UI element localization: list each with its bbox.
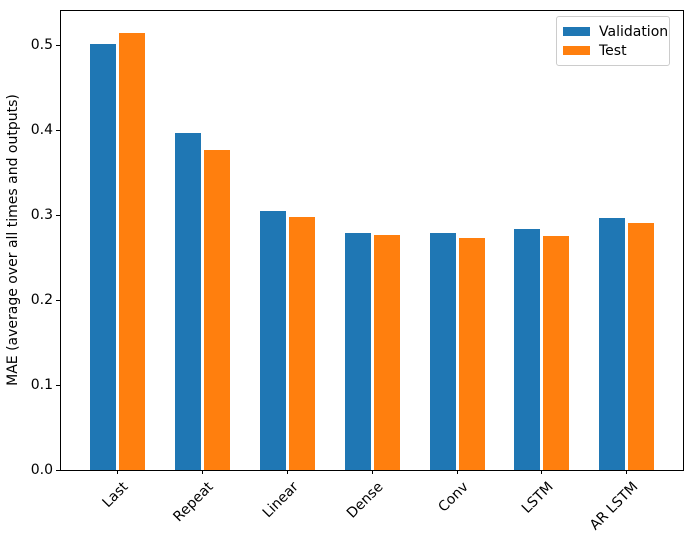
legend-item-validation: Validation	[563, 22, 668, 41]
legend: Validation Test	[556, 16, 670, 66]
x-tick-mark	[201, 470, 203, 474]
bar-test-repeat	[203, 150, 230, 470]
bar-validation-linear	[259, 211, 286, 470]
bar-validation-repeat	[174, 133, 201, 470]
bar-test-conv	[458, 238, 485, 470]
x-tick-mark	[286, 470, 288, 474]
x-tick-mark	[456, 470, 458, 474]
x-tick-mark	[626, 470, 628, 474]
bar-test-lstm	[543, 236, 570, 470]
legend-label-test: Test	[599, 42, 627, 59]
bar-test-linear	[288, 217, 315, 470]
bar-test-last	[118, 33, 145, 470]
bar-validation-lstm	[514, 229, 541, 470]
x-tick-label: Repeat	[170, 479, 217, 526]
bar-validation-conv	[429, 233, 456, 470]
x-tick-label: Dense	[343, 479, 387, 522]
y-axis-label: MAE (average over all times and outputs)	[5, 94, 21, 386]
y-tick-mark	[56, 214, 60, 216]
legend-label-validation: Validation	[599, 23, 669, 40]
bar-validation-last	[89, 44, 116, 470]
bar-validation-dense	[344, 233, 371, 470]
x-tick-label: Last	[99, 479, 132, 511]
x-tick-mark	[541, 470, 543, 474]
y-tick-mark	[56, 129, 60, 131]
y-tick-label: 0.3	[30, 207, 53, 223]
y-tick-mark	[56, 384, 60, 386]
x-tick-mark	[116, 470, 118, 474]
y-tick-mark	[56, 299, 60, 301]
plot-area	[60, 10, 684, 471]
y-tick-mark	[56, 469, 60, 471]
y-tick-label: 0.1	[30, 377, 53, 393]
x-tick-label: AR LSTM	[586, 479, 642, 534]
legend-swatch-validation	[563, 27, 590, 36]
x-tick-label: Linear	[259, 479, 302, 522]
legend-swatch-test	[563, 46, 590, 55]
x-tick-mark	[371, 470, 373, 474]
bar-validation-ar-lstm	[599, 218, 626, 470]
y-tick-label: 0.4	[30, 122, 53, 138]
x-tick-label: LSTM	[518, 479, 557, 517]
bar-test-dense	[373, 235, 400, 470]
legend-item-test: Test	[563, 41, 663, 60]
y-tick-label: 0.5	[30, 37, 53, 53]
y-tick-label: 0.0	[30, 462, 53, 478]
x-tick-label: Conv	[434, 479, 472, 516]
y-tick-mark	[56, 44, 60, 46]
y-tick-label: 0.2	[30, 292, 53, 308]
bar-test-ar-lstm	[628, 223, 655, 470]
